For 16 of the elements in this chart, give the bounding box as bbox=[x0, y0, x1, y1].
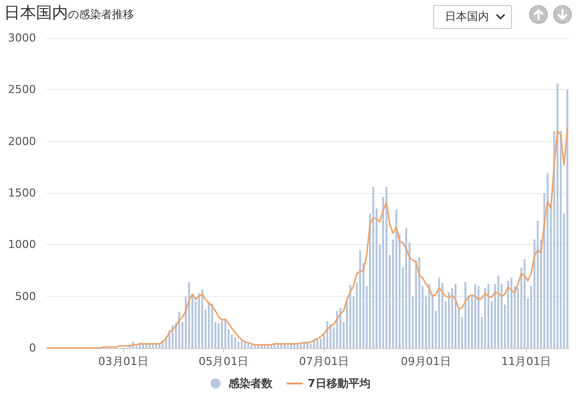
x-tick-label: 11月01日 bbox=[501, 355, 552, 368]
x-tick-label: 03月01日 bbox=[98, 355, 148, 368]
y-tick-label: 1000 bbox=[8, 238, 36, 252]
y-tick-label: 2000 bbox=[8, 134, 36, 148]
legend-label: 感染者数 bbox=[228, 377, 274, 390]
chart-subtitle: の感染者推移 bbox=[68, 8, 134, 21]
y-tick-label: 2500 bbox=[8, 83, 36, 96]
x-tick-label: 09月01日 bbox=[400, 355, 451, 368]
y-tick-label: 500 bbox=[15, 290, 36, 303]
y-tick-label: 3000 bbox=[8, 32, 36, 44]
legend-label: 7日移動平均 bbox=[308, 377, 370, 390]
y-tick-label: 0 bbox=[29, 342, 36, 354]
x-tick-label: 07月01日 bbox=[298, 355, 349, 368]
y-tick-label: 1500 bbox=[8, 186, 36, 200]
x-tick-label: 05月01日 bbox=[198, 355, 249, 368]
chart-title: 日本国内 bbox=[4, 3, 68, 22]
